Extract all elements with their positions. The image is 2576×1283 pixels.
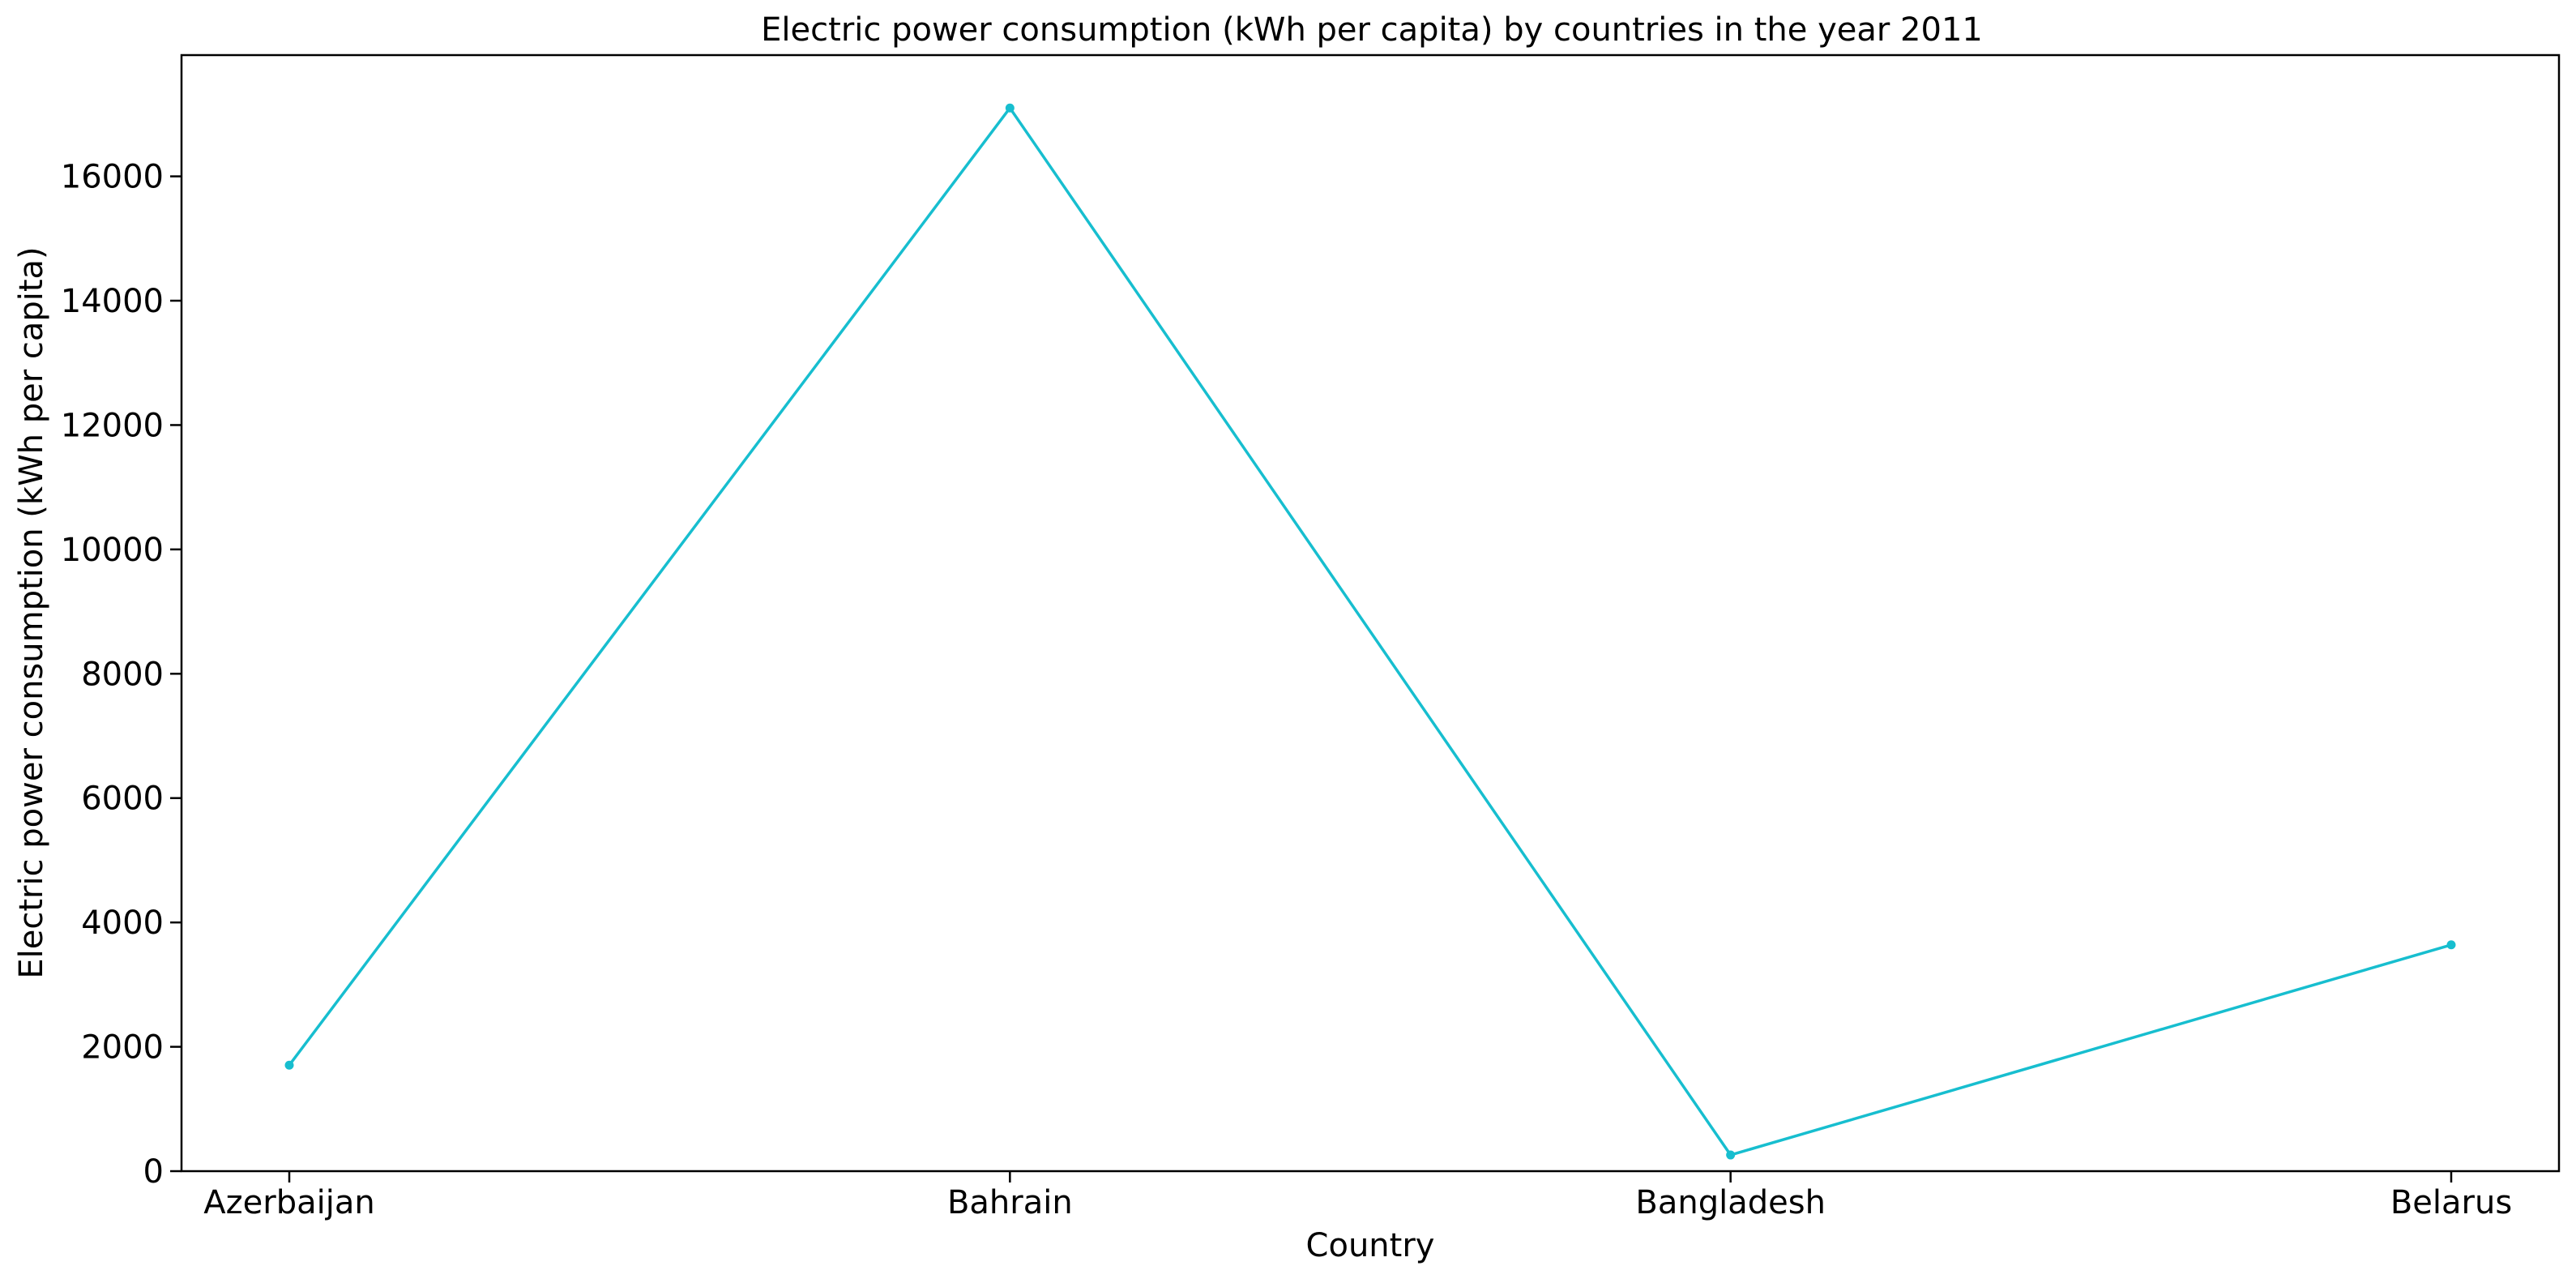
y-tick-label: 16000 bbox=[61, 159, 164, 196]
y-tick-label: 4000 bbox=[81, 905, 164, 942]
x-tick-label: Bangladesh bbox=[1635, 1184, 1826, 1221]
y-tick-label: 8000 bbox=[81, 656, 164, 693]
x-tick-label: Bahrain bbox=[947, 1184, 1073, 1221]
y-tick-label: 6000 bbox=[81, 780, 164, 818]
y-tick-label: 14000 bbox=[61, 283, 164, 320]
data-point bbox=[2446, 940, 2456, 950]
data-point bbox=[284, 1060, 294, 1070]
plot-frame bbox=[180, 53, 2561, 1173]
data-point bbox=[1005, 103, 1015, 113]
chart-title: Electric power consumption (kWh per capi… bbox=[761, 11, 1983, 49]
y-tick-label: 12000 bbox=[61, 407, 164, 444]
y-tick-label: 10000 bbox=[61, 532, 164, 569]
y-axis: 0 2000 4000 6000 8000 10000 12000 14000 16000 bbox=[61, 159, 182, 1191]
series-line bbox=[288, 106, 2452, 1157]
data-point bbox=[1726, 1150, 1736, 1160]
x-axis-label: Country bbox=[1306, 1227, 1435, 1264]
y-tick-label: 0 bbox=[143, 1153, 164, 1191]
plot-area bbox=[284, 103, 2456, 1160]
y-tick-label: 2000 bbox=[81, 1029, 164, 1067]
x-tick-label: Azerbaijan bbox=[203, 1184, 374, 1221]
x-axis: Azerbaijan Bahrain Bangladesh Belarus bbox=[203, 1171, 2512, 1221]
y-axis-label: Electric power consumption (kWh per capi… bbox=[13, 246, 50, 978]
x-tick-label: Belarus bbox=[2390, 1184, 2512, 1221]
